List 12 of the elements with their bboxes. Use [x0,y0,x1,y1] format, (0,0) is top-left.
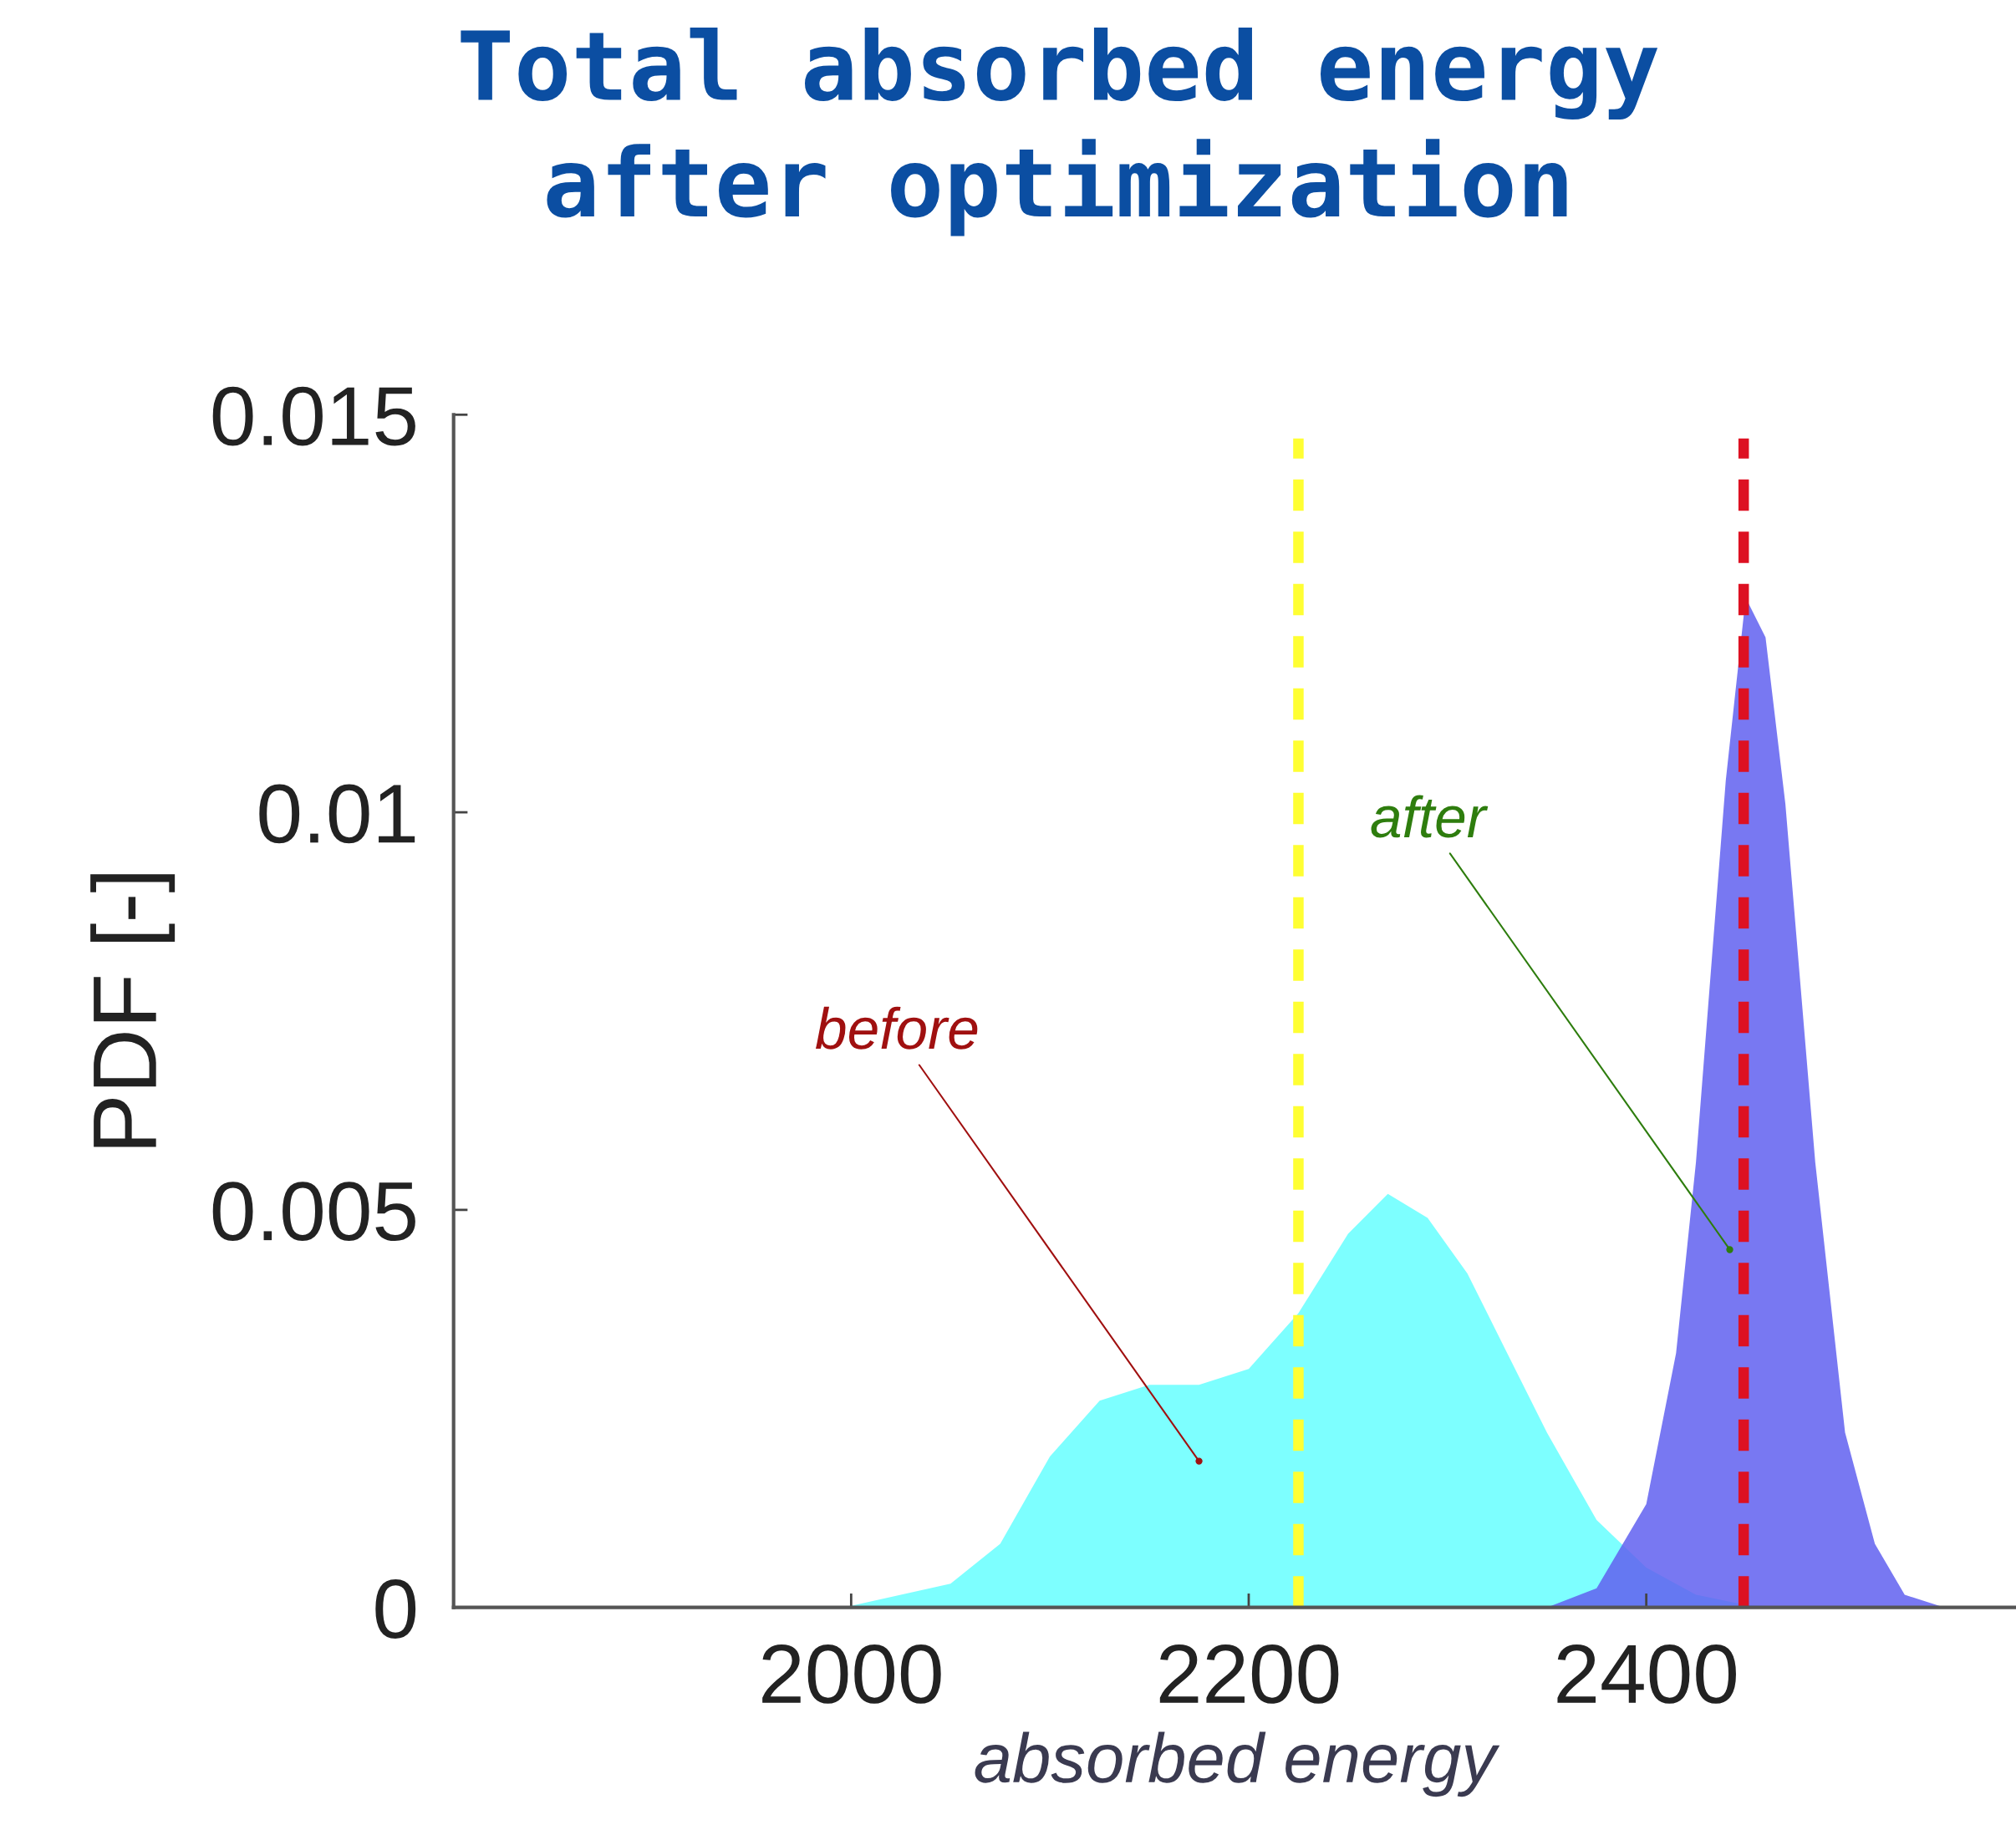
annotation: after [1371,795,1489,838]
y-tick-label: 0.005 [212,1182,415,1242]
y-tick-label: 0 [375,1579,416,1639]
chart-title: Total absorbed energy after optimization [461,27,1658,236]
x-axis-title: absorbed energy [975,1731,1500,1797]
x-tick-label: 2400 [1557,1644,1736,1704]
x-tick-label: 2000 [762,1644,941,1704]
annotation: before [815,1006,978,1050]
y-axis-title: PDF [-] [90,874,176,1147]
y-tick-label: 0.01 [259,784,415,844]
y-tick-label: 0.015 [212,386,415,446]
x-tick-label: 2200 [1159,1644,1339,1704]
